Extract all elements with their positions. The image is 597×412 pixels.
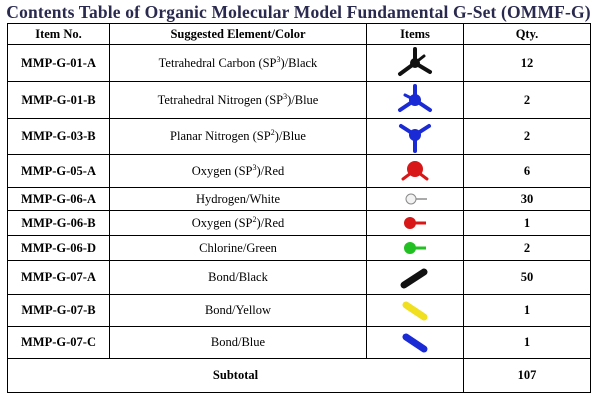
- oxygen-sp3-icon: [401, 161, 429, 181]
- table-row: MMP-G-07-A Bond/Black 50: [7, 260, 591, 295]
- items-cell: [366, 44, 464, 82]
- black-bond-icon: [400, 268, 428, 288]
- header-qty: Qty.: [463, 23, 591, 45]
- items-cell: [366, 235, 464, 261]
- planar-nitrogen-icon: [399, 123, 431, 153]
- items-cell: [366, 326, 464, 359]
- qty-cell: 2: [463, 118, 591, 155]
- table-row: MMP-G-01-A Tetrahedral Carbon (SP3)/Blac…: [7, 44, 591, 82]
- element-cell: Bond/Yellow: [109, 294, 367, 327]
- header-row: Item No. Suggested Element/Color Items Q…: [7, 23, 591, 45]
- qty-cell: 2: [463, 81, 591, 119]
- blue-bond-icon: [402, 333, 428, 352]
- subtotal-row: Subtotal 107: [7, 358, 591, 393]
- items-cell: [366, 187, 464, 211]
- element-cell: Tetrahedral Nitrogen (SP3)/Blue: [109, 81, 367, 119]
- element-cell: Hydrogen/White: [109, 187, 367, 211]
- qty-cell: 2: [463, 235, 591, 261]
- table-row: MMP-G-06-A Hydrogen/White 30: [7, 187, 591, 211]
- tetrahedral-carbon-icon: [398, 47, 432, 76]
- item-no-cell: MMP-G-03-B: [7, 118, 110, 155]
- element-cell: Oxygen (SP3)/Red: [109, 154, 367, 188]
- tetrahedral-nitrogen-icon: [398, 84, 432, 112]
- page-title: Contents Table of Organic Molecular Mode…: [6, 2, 591, 22]
- item-no-cell: MMP-G-06-A: [7, 187, 110, 211]
- yellow-bond-icon: [402, 301, 428, 320]
- element-cell: Bond/Blue: [109, 326, 367, 359]
- item-no-cell: MMP-G-07-A: [7, 260, 110, 295]
- table-row: MMP-G-07-B Bond/Yellow 1: [7, 294, 591, 327]
- table-row: MMP-G-06-B Oxygen (SP2)/Red 1: [7, 210, 591, 236]
- qty-cell: 1: [463, 210, 591, 236]
- table-row: MMP-G-01-B Tetrahedral Nitrogen (SP3)/Bl…: [7, 81, 591, 119]
- qty-cell: 50: [463, 260, 591, 295]
- items-cell: [366, 294, 464, 327]
- header-items: Items: [366, 23, 464, 45]
- qty-cell: 1: [463, 294, 591, 327]
- qty-cell: 30: [463, 187, 591, 211]
- qty-cell: 6: [463, 154, 591, 188]
- items-cell: [366, 118, 464, 155]
- element-cell: Planar Nitrogen (SP2)/Blue: [109, 118, 367, 155]
- item-no-cell: MMP-G-06-D: [7, 235, 110, 261]
- table-row: MMP-G-07-C Bond/Blue 1: [7, 326, 591, 359]
- item-no-cell: MMP-G-06-B: [7, 210, 110, 236]
- table-row: MMP-G-06-D Chlorine/Green 2: [7, 235, 591, 261]
- items-cell: [366, 260, 464, 295]
- item-no-cell: MMP-G-01-A: [7, 44, 110, 82]
- contents-table: Item No. Suggested Element/Color Items Q…: [7, 23, 591, 393]
- item-no-cell: MMP-G-07-B: [7, 294, 110, 327]
- qty-cell: 12: [463, 44, 591, 82]
- table-row: MMP-G-05-A Oxygen (SP3)/Red 6: [7, 154, 591, 188]
- item-no-cell: MMP-G-01-B: [7, 81, 110, 119]
- header-element: Suggested Element/Color: [109, 23, 367, 45]
- element-cell: Chlorine/Green: [109, 235, 367, 261]
- qty-cell: 1: [463, 326, 591, 359]
- header-item-no: Item No.: [7, 23, 110, 45]
- element-cell: Oxygen (SP2)/Red: [109, 210, 367, 236]
- subtotal-qty: 107: [463, 358, 591, 393]
- item-no-cell: MMP-G-07-C: [7, 326, 110, 359]
- element-cell: Bond/Black: [109, 260, 367, 295]
- chlorine-icon: [404, 242, 426, 254]
- items-cell: [366, 210, 464, 236]
- oxygen-sp2-icon: [404, 217, 426, 229]
- subtotal-label: Subtotal: [7, 358, 464, 393]
- item-no-cell: MMP-G-05-A: [7, 154, 110, 188]
- element-cell: Tetrahedral Carbon (SP3)/Black: [109, 44, 367, 82]
- hydrogen-icon: [405, 193, 427, 205]
- items-cell: [366, 154, 464, 188]
- table-row: MMP-G-03-B Planar Nitrogen (SP2)/Blue 2: [7, 118, 591, 155]
- items-cell: [366, 81, 464, 119]
